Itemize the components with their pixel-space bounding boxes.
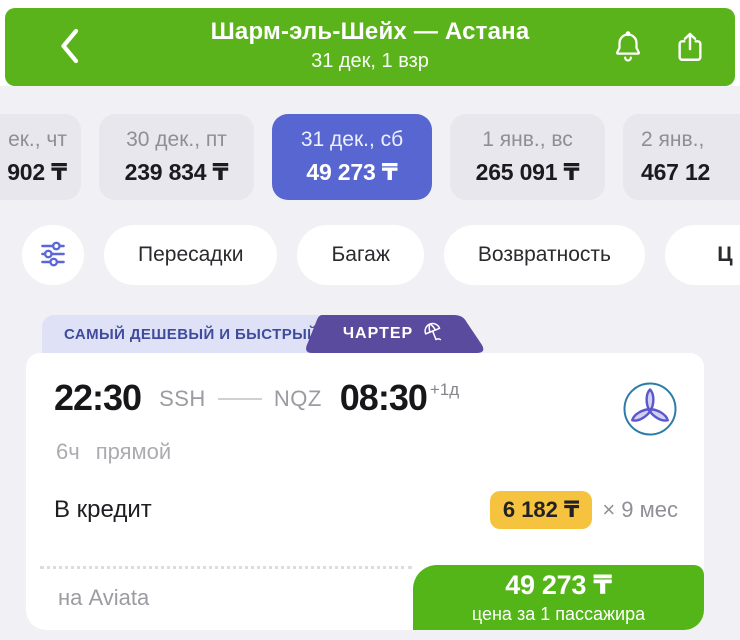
date-chip-price: 239 834 ₸ — [124, 159, 229, 185]
price-button[interactable]: 49 273 ₸ цена за 1 пассажира — [413, 565, 704, 630]
credit-label: В кредит — [54, 496, 152, 523]
destination-code: NQZ — [273, 386, 322, 411]
date-chip-label: 31 дек., сб — [300, 128, 404, 151]
date-chip-label: 2 янв., — [641, 128, 705, 151]
date-chip-price: 902 ₸ — [7, 159, 67, 185]
price-caption: цена за 1 пассажира — [471, 604, 646, 624]
charter-badge-label: ЧАРТЕР — [342, 325, 414, 342]
header-titles: Шарм-эль-Шейх — Астана 31 дек, 1 взр — [5, 18, 735, 73]
filter-bar: Пересадки Багаж Возвратность Ц — [22, 225, 740, 285]
flight-card-body: 22:30 SSH NQZ 08:30 +1д — [26, 353, 704, 630]
header-actions — [611, 30, 707, 64]
date-chip-label: 30 дек., пт — [126, 128, 227, 151]
bell-icon — [611, 31, 645, 67]
stops: прямой — [95, 439, 172, 464]
filter-chip-baggage[interactable]: Багаж — [297, 225, 424, 285]
filter-chip-refundable[interactable]: Возвратность — [443, 225, 645, 285]
credit-term: × 9 мес — [602, 497, 678, 522]
provider-label: на Aviata — [58, 585, 150, 610]
origin-code: SSH — [159, 386, 206, 411]
cheapest-badge: САМЫЙ ДЕШЕВЫЙ И БЫСТРЫЙ — [42, 315, 341, 353]
sliders-icon — [37, 238, 69, 273]
arrive-time: 08:30 — [339, 377, 428, 418]
depart-time: 22:30 — [54, 377, 142, 418]
date-chip[interactable]: 2 янв., 467 12 — [623, 114, 740, 200]
date-chip-price: 49 273 ₸ — [306, 159, 398, 185]
filter-chip-cut[interactable]: Ц — [664, 225, 740, 285]
share-icon — [673, 32, 707, 67]
route: SSH NQZ — [159, 386, 322, 412]
charter-badge-content: ЧАРТЕР — [304, 315, 484, 353]
price-value: 49 273 ₸ — [505, 570, 612, 600]
date-chip-price: 467 12 — [641, 159, 711, 185]
date-chip[interactable]: 30 дек., пт 239 834 ₸ — [99, 114, 254, 200]
notifications-button[interactable] — [611, 30, 645, 64]
date-chip[interactable]: 1 янв., вс 265 091 ₸ — [450, 114, 605, 200]
credit-row: В кредит 6 182 ₸ × 9 мес — [54, 491, 678, 529]
filter-settings-button[interactable] — [22, 225, 84, 285]
page-title: Шарм-эль-Шейх — Астана — [210, 18, 530, 45]
credit-monthly-badge: 6 182 ₸ — [489, 491, 593, 529]
flight-card[interactable]: САМЫЙ ДЕШЕВЫЙ И БЫСТРЫЙ ЧАРТЕР — [26, 315, 704, 630]
date-chip-selected[interactable]: 31 дек., сб 49 273 ₸ — [272, 114, 432, 200]
charter-badge-shape — [306, 315, 484, 353]
date-chip[interactable]: ек., чт 902 ₸ — [0, 114, 81, 200]
date-chip-price: 265 091 ₸ — [475, 159, 580, 185]
filter-chip-transfers[interactable]: Пересадки — [104, 225, 278, 285]
day-offset: +1д — [429, 380, 460, 399]
card-badges: САМЫЙ ДЕШЕВЫЙ И БЫСТРЫЙ ЧАРТЕР — [26, 315, 704, 353]
duration: 6ч — [56, 439, 80, 464]
date-chip-label: 1 янв., вс — [482, 128, 573, 151]
route-line — [217, 398, 262, 400]
airline-logo — [622, 381, 678, 437]
flight-duration-row: 6ч прямой — [56, 439, 171, 465]
share-button[interactable] — [673, 30, 707, 64]
beach-umbrella-icon — [421, 320, 445, 349]
date-carousel: ек., чт 902 ₸ 30 дек., пт 239 834 ₸ 31 д… — [0, 114, 740, 200]
header: Шарм-эль-Шейх — Астана 31 дек, 1 взр — [5, 8, 735, 86]
charter-badge: ЧАРТЕР — [304, 315, 500, 353]
back-chevron-icon — [56, 28, 86, 69]
flight-times: 22:30 SSH NQZ 08:30 +1д — [54, 377, 459, 419]
back-button[interactable] — [49, 25, 93, 69]
date-chip-label: ек., чт — [8, 128, 67, 151]
page-subtitle: 31 дек, 1 взр — [311, 50, 429, 72]
cheapest-badge-label: САМЫЙ ДЕШЕВЫЙ И БЫСТРЫЙ — [64, 325, 319, 343]
dashed-divider — [40, 566, 412, 569]
credit-terms: 6 182 ₸ × 9 мес — [489, 491, 678, 529]
